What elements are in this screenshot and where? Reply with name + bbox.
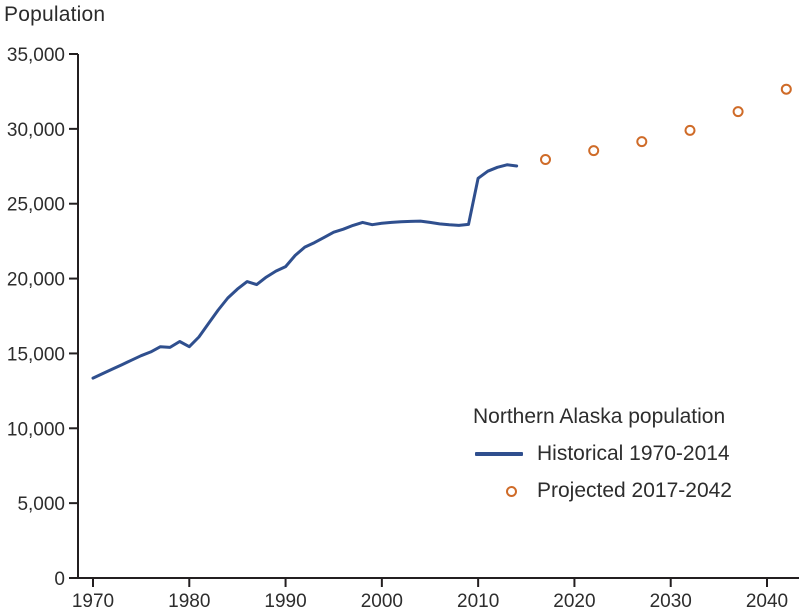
- projected-point: [780, 83, 792, 95]
- y-tick-label: 35,000: [7, 45, 65, 66]
- x-tick-label: 2040: [746, 591, 788, 612]
- legend-label-historical: Historical 1970-2014: [537, 442, 730, 465]
- x-tick-label: 1970: [72, 591, 114, 612]
- historical-line-swatch: [475, 452, 523, 456]
- legend-item-projected: Projected 2017-2042: [473, 478, 732, 504]
- projected-point: [636, 136, 648, 148]
- projected-point: [588, 145, 600, 157]
- projected-point: [732, 106, 744, 118]
- projected-circle-swatch: [506, 485, 517, 497]
- legend-title: Northern Alaska population: [473, 405, 726, 428]
- y-tick-label: 15,000: [7, 344, 65, 365]
- x-tick-label: 2020: [553, 591, 595, 612]
- y-tick-label: 0: [54, 569, 65, 590]
- x-tick-label: 1980: [168, 591, 210, 612]
- projected-point: [540, 154, 551, 165]
- y-axis-title: Population: [4, 3, 106, 26]
- x-tick-label: 2010: [457, 591, 499, 612]
- swatch-column: [473, 485, 523, 497]
- swatch-column: [473, 452, 523, 456]
- legend-label-projected: Projected 2017-2042: [537, 479, 732, 502]
- y-tick-label: 20,000: [7, 270, 65, 291]
- y-tick-label: 10,000: [7, 419, 65, 440]
- legend-item-historical: Historical 1970-2014: [473, 441, 732, 467]
- projected-point: [684, 124, 696, 136]
- x-tick-label: 2000: [361, 591, 403, 612]
- x-tick-label: 2030: [650, 591, 692, 612]
- legend: Northern Alaska population Historical 19…: [473, 404, 732, 515]
- x-tick-label: 1990: [264, 591, 306, 612]
- y-tick-label: 5,000: [17, 494, 65, 515]
- y-tick-label: 30,000: [7, 120, 65, 141]
- y-tick-label: 25,000: [7, 195, 65, 216]
- historical-line: [91, 163, 519, 380]
